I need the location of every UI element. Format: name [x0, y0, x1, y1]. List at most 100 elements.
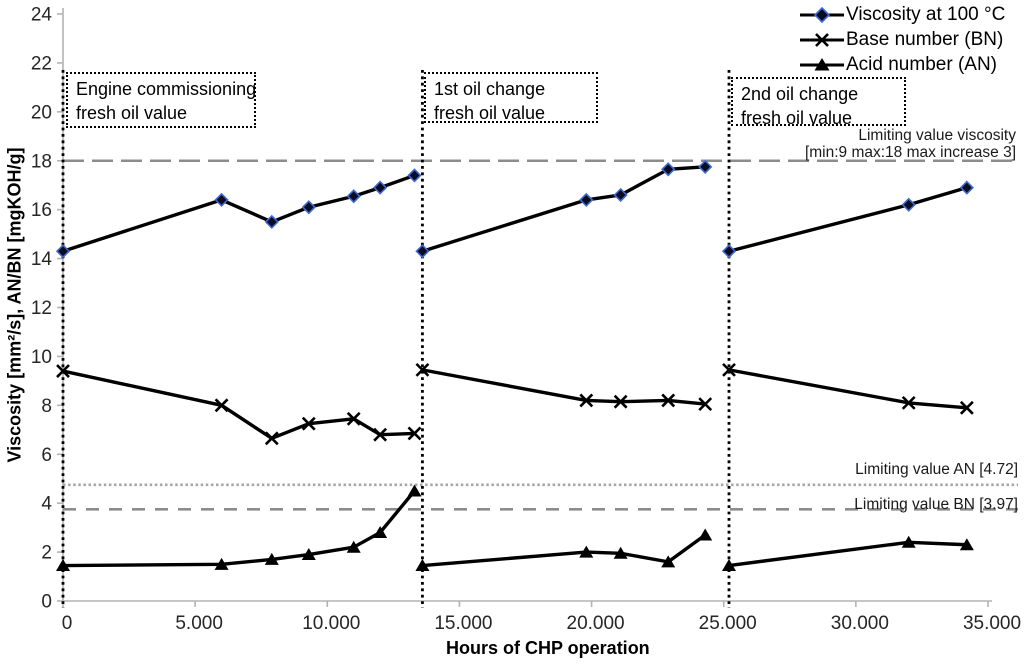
y-tick-label: 12 [31, 298, 52, 319]
y-tick-label: 20 [31, 102, 52, 123]
bn-limit-label: Limiting value BN [3.97] [854, 496, 1018, 513]
diamond-marker [661, 162, 676, 177]
triangle-marker [346, 540, 361, 553]
annotation-text-line1: 2nd oil change [741, 84, 859, 104]
y-tick-label: 10 [31, 347, 52, 368]
annotation-engine-commissioning: Engine commissioning fresh oil value [66, 72, 256, 128]
x-marker [901, 395, 916, 410]
annotation-text-line2: fresh oil value [741, 108, 853, 128]
y-tick-label: 4 [41, 494, 52, 515]
diamond-marker [959, 180, 974, 195]
y-tick-label: 16 [31, 200, 52, 221]
y-tick-label: 14 [31, 249, 53, 270]
acid-number-series-marker-icon [800, 57, 844, 70]
y-tick-label: 22 [31, 53, 52, 74]
series-line-x [727, 368, 969, 410]
diamond-marker [214, 192, 229, 208]
x-marker [346, 411, 361, 426]
triangle-marker [264, 552, 279, 565]
series-line-x [420, 368, 707, 406]
diamond-marker [301, 200, 316, 215]
x-axis-title: Hours of CHP operation [446, 638, 650, 658]
triangle-marker [959, 538, 974, 551]
triangle-marker [661, 555, 676, 568]
x-marker [579, 393, 594, 408]
viscosity-limit-label: Limiting value viscosity [min:9 max:18 m… [805, 127, 1016, 161]
y-tick-label: 0 [41, 592, 52, 613]
annotation-first-oil-change: 1st oil change fresh oil value [424, 72, 598, 123]
x-tick-label: 20.000 [567, 613, 625, 634]
diamond-marker [698, 159, 713, 174]
diamond-marker [901, 197, 916, 212]
x-tick-label: 30.000 [831, 613, 889, 634]
diamond-marker [373, 180, 388, 195]
x-marker [301, 416, 316, 431]
diamond-marker [55, 244, 71, 259]
annotation-text-line1: Engine commissioning [76, 79, 257, 99]
annotation-text-line2: fresh oil value [76, 103, 188, 123]
series-line-diamond [727, 185, 969, 253]
x-marker [264, 431, 279, 446]
x-marker [722, 362, 736, 377]
x-tick-label: 15.000 [434, 613, 492, 634]
y-tick-label: 24 [31, 5, 53, 26]
diamond-marker [407, 168, 422, 183]
legend: Viscosity at 100 °C Base number (BN) Aci… [799, 2, 1005, 77]
triangle-marker [613, 546, 628, 559]
legend-item-base-number: Base number (BN) [799, 27, 1005, 52]
triangle-marker [214, 557, 229, 570]
triangle-marker [373, 526, 388, 539]
triangle-marker [56, 559, 70, 572]
diamond-marker [346, 189, 361, 204]
y-tick-label: 8 [41, 396, 52, 417]
diamond-marker [721, 244, 737, 259]
x-marker [959, 400, 974, 415]
legend-item-acid-number: Acid number (AN) [799, 52, 1005, 77]
x-marker [661, 393, 676, 408]
diamond-marker [264, 214, 279, 230]
x-marker [56, 364, 70, 379]
triangle-marker [579, 545, 594, 558]
x-marker [698, 397, 713, 412]
x-tick-label: 10.000 [302, 613, 360, 634]
y-tick-label: 6 [41, 445, 52, 466]
diamond-marker [579, 192, 594, 208]
annotation-second-oil-change: 2nd oil change fresh oil value [731, 77, 906, 128]
x-tick-label: 25.000 [699, 613, 757, 634]
an-limit-label: Limiting value AN [4.72] [855, 461, 1018, 478]
x-marker [415, 362, 430, 377]
triangle-marker [301, 548, 316, 561]
y-axis-title: Viscosity [mm²/s], AN/BN [mgKOH/g] [4, 147, 25, 463]
series-line-x [61, 369, 417, 441]
series-line-diamond [420, 165, 707, 253]
legend-item-viscosity: Viscosity at 100 °C [799, 2, 1005, 27]
x-tick-label: 0 [62, 613, 73, 634]
triangle-marker [407, 484, 422, 497]
legend-label: Base number (BN) [846, 28, 1004, 50]
legend-label: Viscosity at 100 °C [846, 3, 1006, 25]
y-tick-label: 18 [31, 151, 52, 172]
base-number-series-marker-icon [800, 32, 844, 47]
x-marker [214, 398, 229, 413]
series-line-triangle [61, 489, 417, 568]
x-marker [373, 427, 388, 442]
series-line-triangle [420, 533, 707, 568]
x-tick-label: 5.000 [175, 613, 223, 634]
triangle-marker [415, 559, 430, 572]
series-line-diamond [61, 173, 417, 253]
viscosity-limit-label-line2: [min:9 max:18 max increase 3] [804, 144, 1016, 161]
x-marker [407, 426, 422, 441]
legend-label: Acid number (AN) [846, 53, 997, 75]
series-line-triangle [727, 540, 969, 568]
triangle-marker [698, 528, 713, 541]
viscosity-series-marker-icon [800, 6, 844, 23]
annotation-text-line2: fresh oil value [434, 103, 546, 123]
x-tick-label: 35.000 [963, 613, 1021, 634]
triangle-marker [901, 535, 916, 548]
x-marker [613, 394, 628, 409]
diamond-marker [613, 187, 628, 203]
triangle-marker [722, 559, 736, 572]
diamond-marker [415, 244, 430, 259]
